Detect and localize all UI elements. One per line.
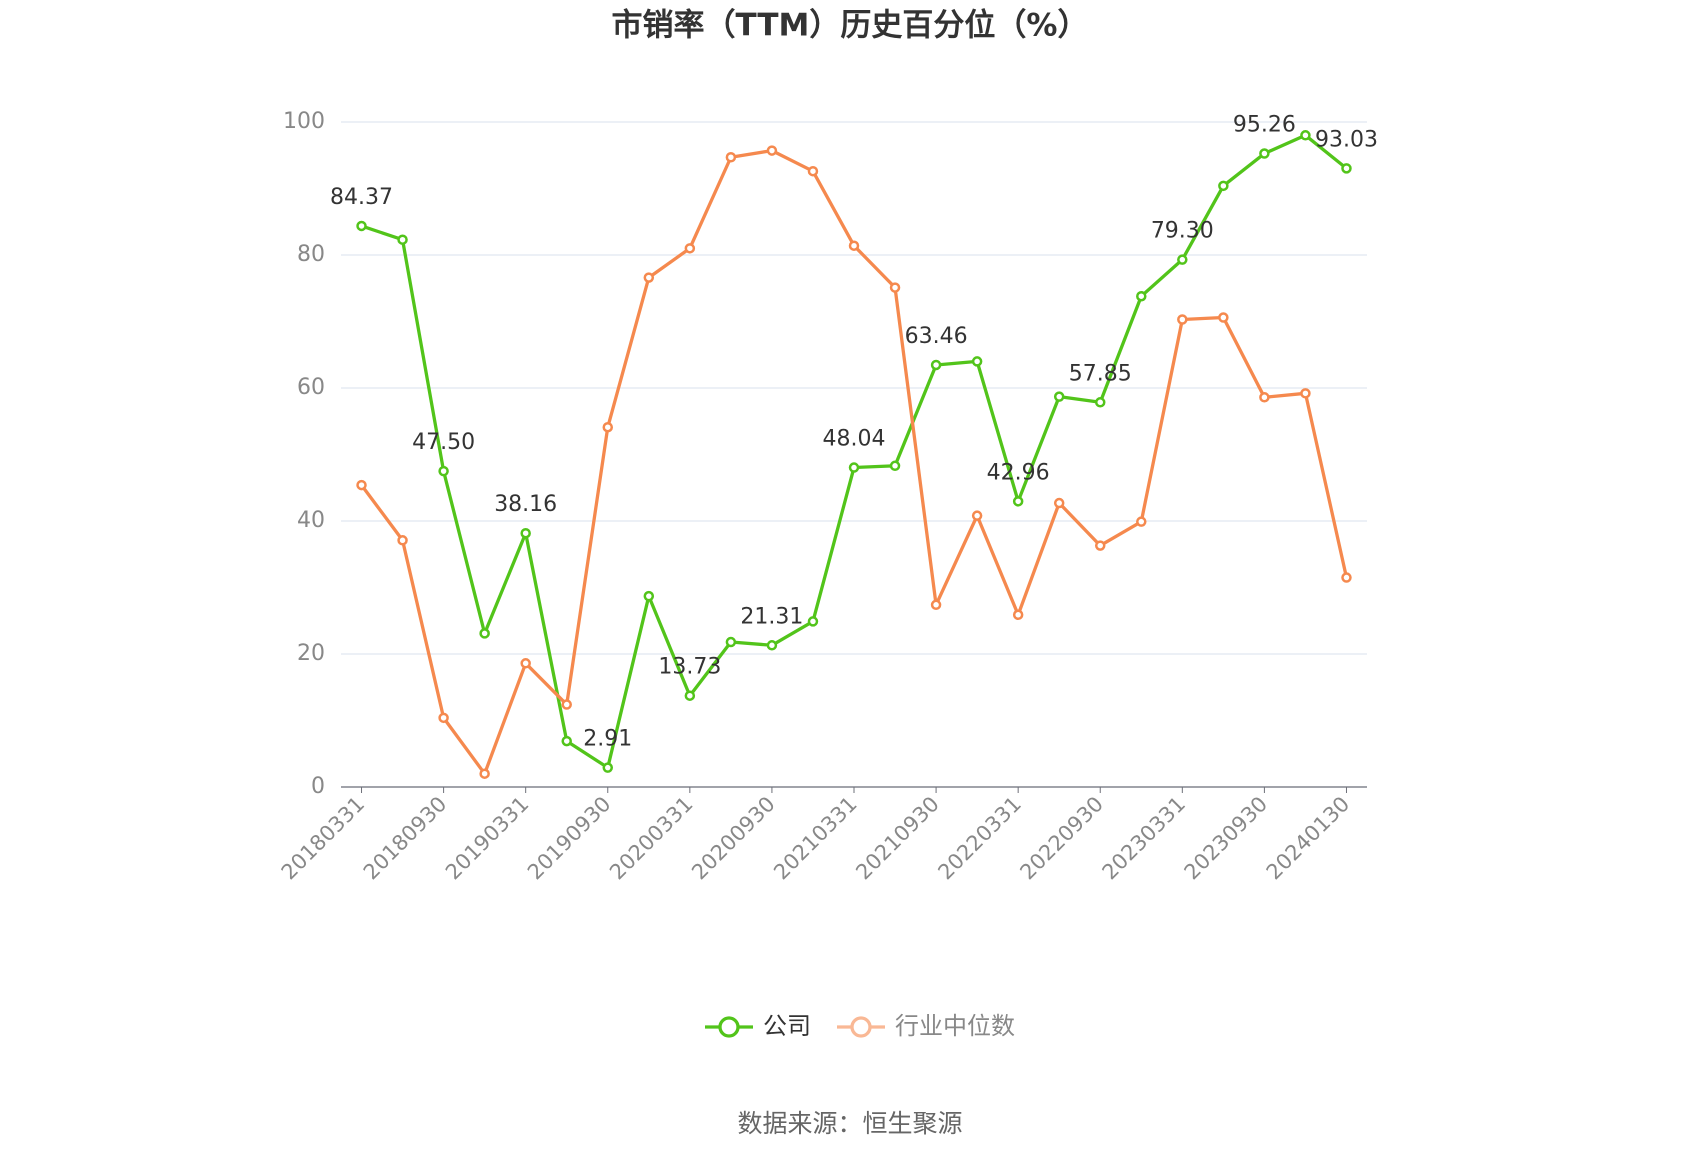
data-point: [848, 240, 860, 251]
data-point: [1259, 392, 1270, 403]
data-point: [848, 462, 860, 473]
data-point: [602, 421, 614, 433]
data-point: [1012, 609, 1024, 621]
x-tick-label: 20190930: [523, 792, 616, 885]
data-point: [356, 220, 367, 232]
data-point: [1094, 540, 1106, 551]
y-tick-label: 20: [297, 641, 325, 666]
x-tick-label: 20190331: [441, 792, 534, 885]
data-point: [1300, 130, 1311, 141]
y-tick-label: 60: [297, 375, 325, 400]
x-tick-label: 20200331: [605, 792, 698, 885]
data-point: [643, 590, 655, 602]
data-point: [1177, 314, 1188, 325]
x-tick-label: 20180331: [277, 792, 370, 885]
data-point: [1094, 397, 1106, 408]
data-point: [1136, 290, 1147, 302]
data-point: [479, 768, 490, 779]
data-point: [725, 151, 737, 163]
data-label: 47.50: [412, 430, 475, 455]
data-label: 21.31: [740, 604, 803, 629]
data-point: [766, 145, 778, 156]
data-point: [438, 465, 449, 477]
legend-icon: [718, 1016, 740, 1038]
data-point: [930, 599, 942, 611]
y-tick-label: 0: [311, 774, 325, 799]
data-point: [1259, 148, 1270, 159]
x-tick-label: 20180930: [359, 792, 452, 885]
legend-icon: [850, 1016, 872, 1038]
data-point: [1341, 163, 1352, 174]
data-point: [684, 690, 696, 701]
data-point: [1012, 496, 1024, 507]
data-point: [971, 510, 983, 521]
data-point: [971, 356, 983, 367]
data-point: [930, 359, 942, 371]
data-point: [397, 535, 408, 546]
data-point: [561, 735, 572, 747]
x-tick-label: 20240130: [1262, 792, 1355, 885]
data-point: [1300, 388, 1311, 399]
data-label: 63.46: [905, 324, 968, 349]
data-label: 95.26: [1233, 113, 1296, 138]
chart-title: 市销率（TTM）历史百分位（%）: [612, 8, 1089, 44]
data-point: [520, 527, 531, 539]
data-point: [1136, 516, 1147, 527]
x-tick-label: 20230930: [1180, 792, 1273, 885]
source-note: 数据来源：恒生聚源: [737, 1109, 962, 1138]
data-point: [520, 658, 531, 669]
y-tick-label: 40: [297, 508, 325, 533]
legend-label: 行业中位数: [895, 1012, 1015, 1040]
legend-label: 公司: [763, 1012, 811, 1040]
x-tick-label: 20230331: [1098, 792, 1191, 885]
data-point: [1177, 254, 1188, 265]
y-tick-label: 100: [283, 109, 325, 134]
x-tick-label: 20220331: [933, 792, 1026, 885]
data-label: 93.03: [1315, 127, 1378, 152]
data-point: [602, 762, 614, 773]
data-label: 2.91: [583, 727, 632, 752]
data-label: 57.85: [1069, 361, 1132, 386]
x-tick-label: 20220930: [1015, 792, 1108, 885]
data-point: [479, 628, 490, 639]
data-label: 38.16: [494, 492, 557, 517]
data-point: [1341, 572, 1352, 583]
data-label: 42.96: [987, 460, 1050, 485]
data-point: [807, 165, 819, 177]
data-label: 48.04: [823, 427, 886, 452]
data-point: [1218, 312, 1229, 323]
data-point: [807, 616, 819, 627]
data-label: 84.37: [330, 185, 393, 210]
data-point: [684, 243, 696, 254]
data-point: [561, 699, 572, 710]
x-tick-label: 20210331: [769, 792, 862, 885]
x-tick-label: 20210930: [851, 792, 944, 885]
data-point: [438, 712, 449, 724]
data-point: [889, 460, 901, 472]
data-point: [1053, 497, 1065, 509]
data-point: [889, 282, 901, 293]
data-point: [397, 234, 408, 245]
data-label: 13.73: [658, 655, 721, 680]
data-label: 79.30: [1151, 219, 1214, 244]
data-point: [356, 479, 367, 491]
data-point: [1218, 180, 1229, 192]
data-point: [725, 636, 737, 648]
x-tick-label: 20200930: [687, 792, 780, 885]
data-point: [1053, 391, 1065, 402]
y-tick-label: 80: [297, 242, 325, 267]
data-point: [766, 640, 778, 651]
data-point: [643, 272, 655, 283]
